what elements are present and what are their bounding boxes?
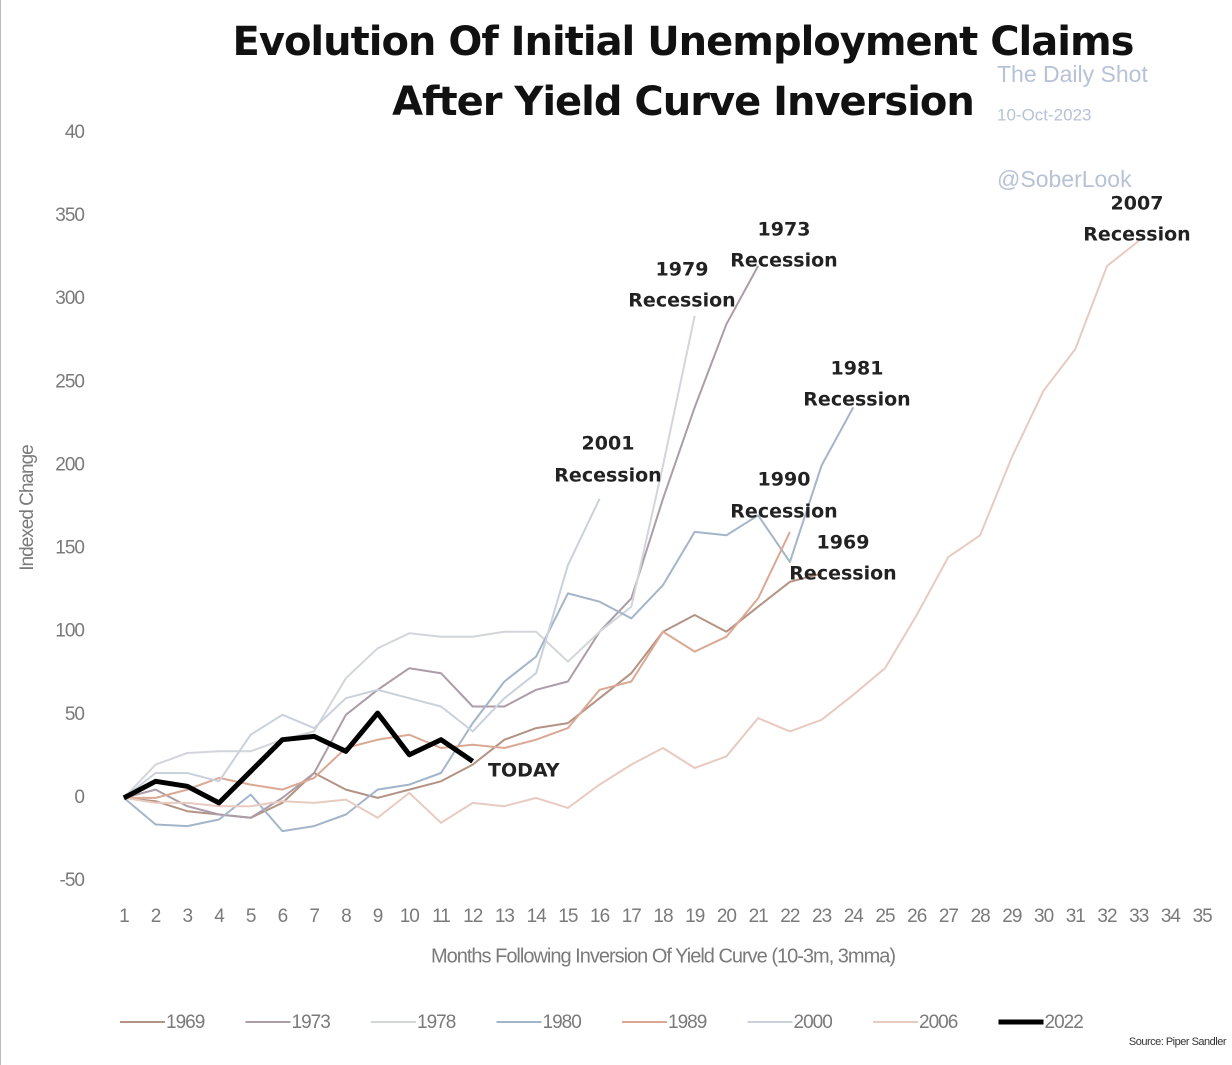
x-tick-label: 29: [1002, 906, 1022, 927]
legend-label: 1978: [417, 1012, 456, 1033]
x-tick-label: 32: [1097, 906, 1117, 927]
y-tick-label: 150: [55, 538, 84, 559]
y-tick-label: 300: [55, 288, 84, 309]
y-tick-label: 200: [55, 454, 84, 475]
x-tick-label: 30: [1034, 906, 1054, 927]
legend-label: 1989: [668, 1012, 707, 1033]
chart-title: Evolution Of Initial Unemployment Claims: [233, 19, 1134, 65]
watermark: @SoberLook: [997, 166, 1132, 192]
legend-label: 1973: [292, 1012, 331, 1033]
x-tick-label: 15: [558, 906, 578, 927]
annotation: Recession: [554, 465, 661, 487]
x-tick-label: 16: [590, 906, 610, 927]
y-tick-label: 0: [74, 787, 84, 808]
x-tick-label: 17: [622, 906, 642, 927]
annotation: Recession: [730, 250, 837, 272]
annotation: 2007: [1111, 193, 1164, 215]
x-tick-label: 10: [400, 906, 420, 927]
watermark: The Daily Shot: [997, 61, 1148, 87]
legend-label: 2000: [794, 1012, 833, 1033]
y-tick-label: 40: [65, 122, 85, 143]
annotation: 1981: [831, 358, 884, 380]
x-tick-label: 14: [527, 906, 548, 927]
x-tick-label: 8: [341, 906, 351, 927]
line-series: [123, 240, 1140, 824]
chart-title: After Yield Curve Inversion: [392, 79, 974, 125]
annotation: Recession: [803, 389, 910, 411]
legend-label: 2022: [1045, 1012, 1084, 1033]
x-tick-label: 23: [812, 906, 832, 927]
x-tick-label: 4: [214, 906, 225, 927]
x-axis-label: Months Following Inversion Of Yield Curv…: [431, 945, 895, 967]
x-tick-label: 3: [182, 906, 192, 927]
x-tick-label: 12: [463, 906, 483, 927]
y-tick-label: -50: [60, 870, 85, 891]
line-series: [123, 498, 601, 799]
annotation: 1969: [817, 532, 870, 554]
x-tick-label: 11: [432, 906, 450, 927]
x-tick-label: 1: [119, 906, 129, 927]
annotation: Recession: [628, 290, 735, 312]
x-tick-label: 35: [1193, 906, 1213, 927]
x-tick-label: 13: [495, 906, 515, 927]
annotation: Recession: [789, 563, 896, 585]
x-tick-label: 6: [278, 906, 288, 927]
x-tick-label: 27: [939, 906, 959, 927]
x-tick-label: 20: [717, 906, 737, 927]
x-tick-label: 19: [685, 906, 705, 927]
source: Source: Piper Sandler: [1129, 1036, 1227, 1048]
annotation: 2001: [582, 433, 635, 455]
annotations: 2007 Recession 1973 Recession 1979 Reces…: [488, 193, 1191, 782]
x-tick-label: 2: [151, 906, 161, 927]
x-tick-label: 18: [653, 906, 673, 927]
legend-label: 2006: [919, 1012, 958, 1033]
line-series: [123, 531, 791, 799]
line-series: [123, 406, 855, 833]
y-tick-label: 50: [65, 704, 85, 725]
annotation: 1990: [758, 469, 811, 491]
x-tick-label: 24: [844, 906, 865, 927]
annotation: Recession: [730, 501, 837, 523]
x-tick-label: 25: [875, 906, 895, 927]
y-axis-label: Indexed Change: [17, 445, 38, 571]
line-series: [123, 265, 759, 819]
watermark: 10-Oct-2023: [997, 105, 1092, 124]
x-tick-label: 31: [1066, 906, 1086, 927]
y-tick-label: 250: [55, 371, 84, 392]
x-tick-label: 21: [749, 906, 769, 927]
x-tick-label: 5: [246, 906, 256, 927]
x-tick-label: 7: [309, 906, 319, 927]
line-series: [123, 572, 822, 819]
x-tick-label: 34: [1161, 906, 1182, 927]
x-tick-label: 28: [971, 906, 991, 927]
x-tick-label: 22: [780, 906, 800, 927]
x-tick-label: 26: [907, 906, 927, 927]
y-tick-label: 100: [55, 621, 84, 642]
x-tick-label: 9: [373, 906, 383, 927]
annotation: TODAY: [488, 760, 560, 782]
x-tick-label: 33: [1129, 906, 1149, 927]
annotation: 1973: [758, 219, 811, 241]
legend-label: 1980: [543, 1012, 582, 1033]
line-series: [122, 710, 475, 806]
line-series: [123, 315, 696, 799]
annotation: 1979: [656, 259, 709, 281]
legend-label: 1969: [166, 1012, 205, 1033]
annotation: Recession: [1083, 224, 1190, 246]
y-tick-label: 350: [55, 205, 84, 226]
